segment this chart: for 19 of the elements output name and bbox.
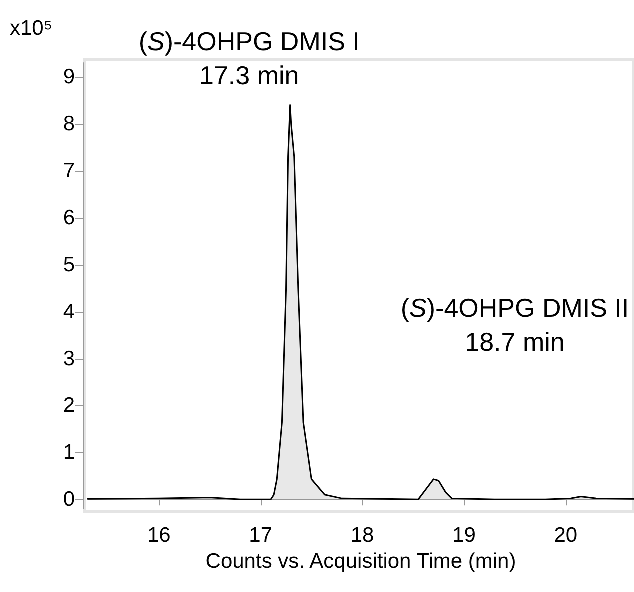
x-axis-title: Counts vs. Acquisition Time (min) — [206, 550, 516, 573]
y-tick-label: 0 — [63, 488, 75, 512]
y-tick-label: 7 — [63, 159, 75, 182]
y-tick-label: 1 — [63, 441, 75, 464]
y-tick-label: 2 — [63, 394, 75, 418]
y-axis-title: x10⁵ — [10, 17, 53, 40]
y-tick-label: 5 — [63, 253, 75, 276]
y-tick-label: 9 — [63, 66, 75, 89]
y-tick-label: 3 — [63, 347, 75, 370]
x-tick-label: 16 — [147, 524, 171, 547]
y-tick-label: 8 — [63, 112, 75, 136]
annotation: (S)-4OHPG DMIS II 18.7 min — [400, 293, 630, 357]
x-tick-label: 17 — [249, 524, 273, 547]
x-tick-label: 20 — [554, 524, 578, 547]
y-tick-label: 4 — [63, 300, 76, 324]
x-tick-label: 18 — [350, 524, 374, 547]
x-tick-label: 19 — [452, 524, 476, 547]
annotation: (S)-4OHPG DMIS I 17.3 min — [138, 26, 360, 90]
y-tick-label: 6 — [63, 206, 75, 230]
